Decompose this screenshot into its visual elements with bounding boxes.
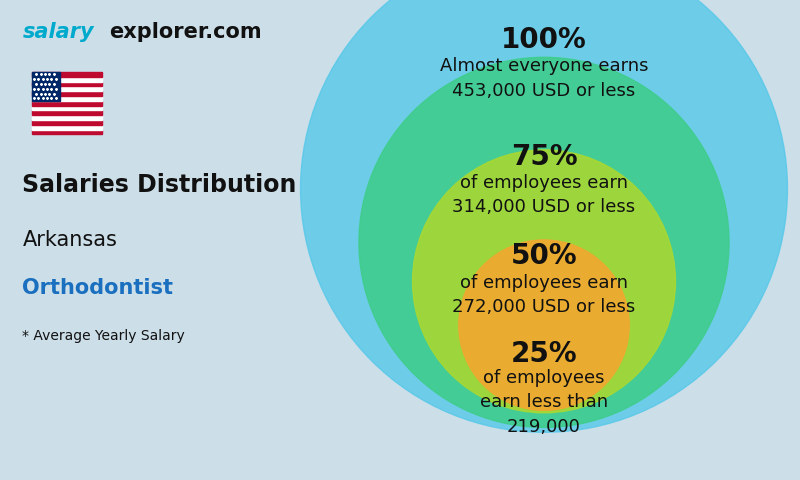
FancyBboxPatch shape — [32, 115, 102, 120]
FancyBboxPatch shape — [32, 72, 102, 77]
FancyBboxPatch shape — [32, 110, 102, 115]
Text: * Average Yearly Salary: * Average Yearly Salary — [22, 329, 185, 343]
FancyBboxPatch shape — [32, 101, 102, 106]
FancyBboxPatch shape — [32, 120, 102, 125]
Text: 50%: 50% — [510, 242, 578, 270]
FancyBboxPatch shape — [32, 77, 102, 82]
FancyBboxPatch shape — [32, 86, 102, 91]
Text: of employees
earn less than
219,000: of employees earn less than 219,000 — [480, 369, 608, 435]
Text: 25%: 25% — [510, 340, 578, 368]
FancyBboxPatch shape — [32, 91, 102, 96]
Circle shape — [359, 57, 729, 427]
Text: 100%: 100% — [501, 25, 587, 54]
Text: salary: salary — [22, 22, 94, 42]
FancyBboxPatch shape — [32, 106, 102, 110]
Circle shape — [413, 150, 675, 413]
Text: Salaries Distribution: Salaries Distribution — [22, 173, 297, 197]
FancyBboxPatch shape — [32, 96, 102, 101]
FancyBboxPatch shape — [32, 125, 102, 130]
Text: explorer.com: explorer.com — [109, 22, 262, 42]
Circle shape — [301, 0, 787, 432]
Text: of employees earn
272,000 USD or less: of employees earn 272,000 USD or less — [452, 274, 636, 316]
FancyBboxPatch shape — [32, 130, 102, 134]
Text: Arkansas: Arkansas — [22, 230, 118, 250]
FancyBboxPatch shape — [32, 72, 60, 101]
Text: Almost everyone earns
453,000 USD or less: Almost everyone earns 453,000 USD or les… — [440, 57, 648, 100]
FancyBboxPatch shape — [32, 82, 102, 86]
Text: 75%: 75% — [510, 143, 578, 170]
Text: Orthodontist: Orthodontist — [22, 278, 174, 298]
Text: of employees earn
314,000 USD or less: of employees earn 314,000 USD or less — [453, 174, 635, 216]
Circle shape — [458, 240, 630, 410]
